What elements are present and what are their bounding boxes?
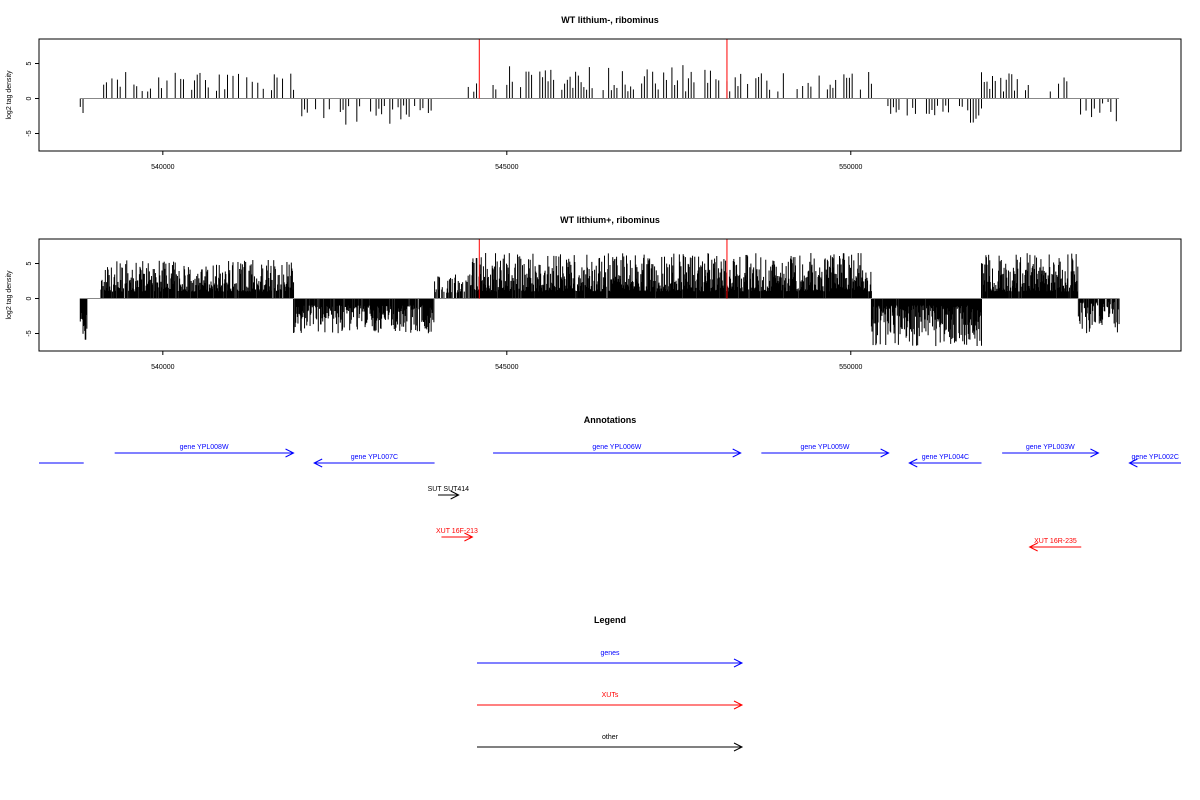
y-axis: -5 0 5 xyxy=(26,261,40,337)
x-tick-label: 545000 xyxy=(495,164,518,171)
arrowhead xyxy=(464,532,474,542)
x-axis: 540000 545000 550000 xyxy=(151,350,863,371)
y-ticks: -5 0 5 xyxy=(26,61,39,137)
legend-item-xuts: XUTs xyxy=(477,692,744,710)
y-tick-label: 5 xyxy=(26,61,33,65)
y-tick-label: 0 xyxy=(26,96,33,100)
y-tick-label: -5 xyxy=(26,330,33,336)
legend-item-genes: genes xyxy=(477,650,744,668)
y-tick-label: 5 xyxy=(26,261,33,265)
bar-layer xyxy=(79,65,1117,125)
legend-item-other: other xyxy=(477,734,744,752)
arrowhead xyxy=(450,490,460,500)
feature-label: gene YPL007C xyxy=(351,454,398,461)
arrowhead xyxy=(733,700,744,710)
feature-label: gene YPL003W xyxy=(1026,444,1075,451)
highlight-layer xyxy=(478,39,728,99)
panel-title: WT lithium-, ribominus xyxy=(561,15,659,25)
panel-title: WT lithium+, ribominus xyxy=(560,215,660,225)
feature-label: SUT SUT414 xyxy=(428,486,470,493)
legend-label: genes xyxy=(600,650,620,657)
legend-label: XUTs xyxy=(602,692,619,699)
bar-layer xyxy=(79,253,1120,347)
feature-gene-ypl007c: gene YPL007C xyxy=(313,454,435,468)
arrowhead xyxy=(880,448,890,458)
feature-label: XUT 16R-235 xyxy=(1034,538,1077,545)
annotations-title: Annotations xyxy=(584,415,637,425)
arrowhead xyxy=(733,658,744,668)
panel-lithium-minus: WT lithium-, ribominus log2 tag density … xyxy=(6,15,1182,171)
feature-gene-ypl002c: gene YPL002C xyxy=(1128,454,1181,468)
feature-label: gene YPL008W xyxy=(180,444,229,451)
highlight-layer xyxy=(478,239,728,299)
feature-xut-16f-213: XUT 16F-213 xyxy=(436,528,478,542)
y-ticks: -5 0 5 xyxy=(26,261,39,337)
feature-gene-ypl008w: gene YPL008W xyxy=(114,444,295,458)
plot-frame xyxy=(38,38,1182,152)
x-ticks: 540000 545000 550000 xyxy=(151,151,863,171)
y-tick-label: -5 xyxy=(26,130,33,136)
x-tick-label: 550000 xyxy=(839,364,862,371)
arrowhead xyxy=(908,458,918,468)
feature-gene-ypl005w: gene YPL005W xyxy=(761,444,890,458)
arrowhead xyxy=(1090,448,1100,458)
feature-gene-ypl004c: gene YPL004C xyxy=(908,454,982,468)
y-axis-label: log2 tag density xyxy=(6,70,13,120)
feature-label: gene YPL004C xyxy=(922,454,969,461)
x-axis: 540000 545000 550000 xyxy=(151,150,863,171)
arrowhead xyxy=(313,458,323,468)
legend-title: Legend xyxy=(594,615,626,625)
legend: Legend genes XUTs other xyxy=(477,615,744,752)
feature-gene-ypl003w: gene YPL003W xyxy=(1002,444,1100,458)
x-ticks: 540000 545000 550000 xyxy=(151,351,863,371)
feature-label: gene YPL006W xyxy=(592,444,641,451)
feature-gene-ypl006w: gene YPL006W xyxy=(493,444,742,458)
legend-label: other xyxy=(602,734,619,741)
feature-sut414: SUT SUT414 xyxy=(428,486,470,500)
feature-label: gene YPL002C xyxy=(1132,454,1179,461)
feature-xut-16r-235: XUT 16R-235 xyxy=(1028,538,1082,552)
feature-label: gene YPL005W xyxy=(801,444,850,451)
y-axis-label: log2 tag density xyxy=(6,270,13,320)
arrowhead xyxy=(732,448,742,458)
y-axis: -5 0 5 xyxy=(26,61,40,137)
panel-lithium-plus: WT lithium+, ribominus log2 tag density … xyxy=(6,215,1182,371)
arrowhead xyxy=(1028,542,1038,552)
x-tick-label: 550000 xyxy=(839,164,862,171)
x-tick-label: 540000 xyxy=(151,164,174,171)
arrowhead xyxy=(733,742,744,752)
y-tick-label: 0 xyxy=(26,296,33,300)
x-tick-label: 540000 xyxy=(151,364,174,371)
arrowhead xyxy=(1128,458,1138,468)
feature-layer: gene YPL008W gene YPL007C gene YPL006W gene… xyxy=(39,444,1181,552)
legend-items: genes XUTs other xyxy=(477,650,744,752)
x-tick-label: 545000 xyxy=(495,364,518,371)
feature-label: XUT 16F-213 xyxy=(436,528,478,535)
arrowhead xyxy=(285,448,295,458)
